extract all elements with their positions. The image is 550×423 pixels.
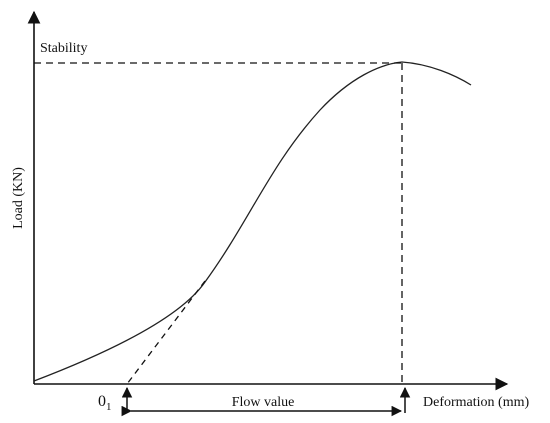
x-axis-label: Deformation (mm) [423,395,529,410]
y-axis-label: Load (KN) [11,167,26,229]
stability-label: Stability [40,41,87,56]
origin-label-main: 0 [98,393,106,410]
origin-label-sub: 1 [106,401,112,413]
flow-value-label: Flow value [232,395,295,410]
origin-label: 01 [98,393,112,413]
load-deformation-curve [33,61,472,382]
